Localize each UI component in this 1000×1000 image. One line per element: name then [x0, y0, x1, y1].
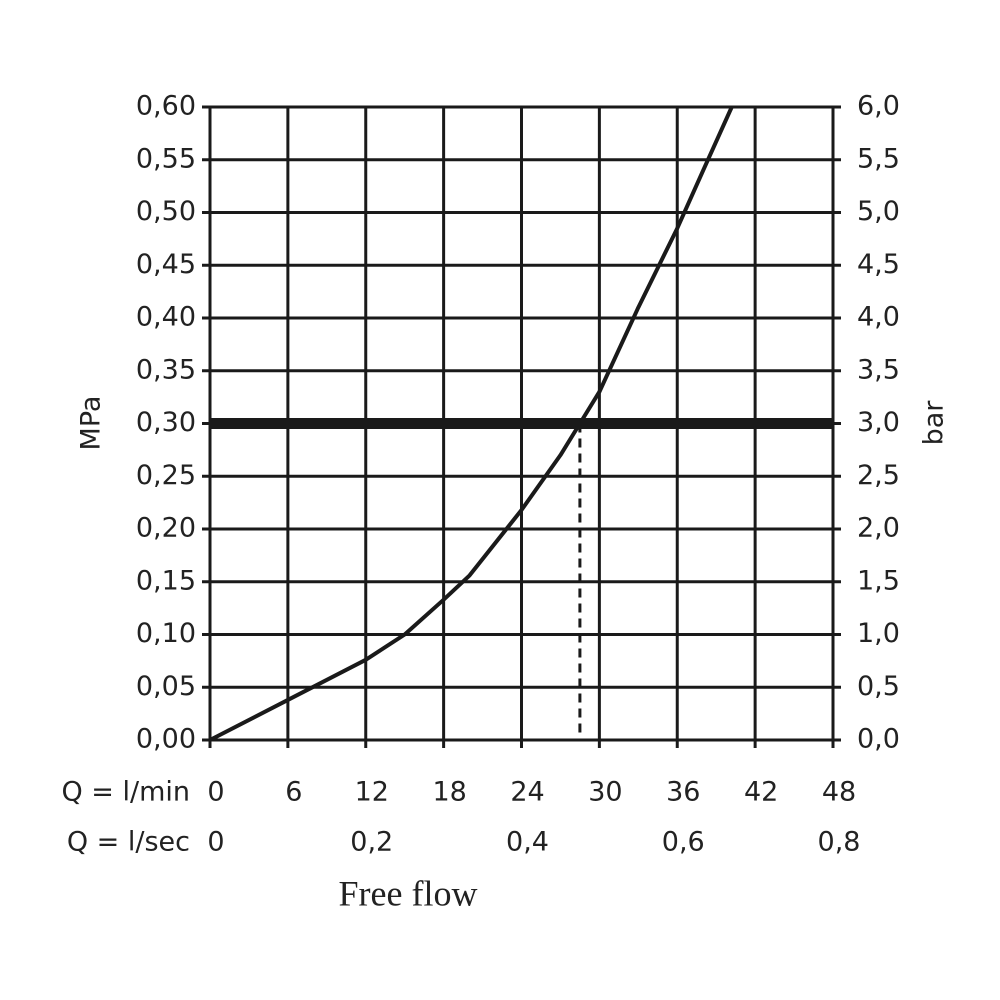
y-tick-label: 0,60 — [136, 91, 196, 122]
y-tick-label: 0,50 — [136, 196, 196, 227]
y-tick-label: 0,40 — [136, 302, 196, 333]
y-tick-label: 0,00 — [136, 724, 196, 755]
x-row-label: Q = l/min — [61, 777, 190, 808]
x-tick-label: 42 — [744, 777, 778, 808]
y-tick-label: 0,15 — [136, 565, 196, 596]
y-axis-label: MPa — [76, 396, 107, 451]
y2-tick-label: 0,5 — [857, 671, 900, 702]
y2-tick-label: 0,0 — [857, 724, 900, 755]
x2-row-label: Q = l/sec — [67, 827, 190, 858]
y-tick-label: 0,25 — [136, 460, 196, 491]
y-tick-label: 0,05 — [136, 671, 196, 702]
x2-tick-label: 0 — [207, 827, 224, 858]
x-tick-label: 24 — [510, 777, 544, 808]
y-tick-label: 0,55 — [136, 143, 196, 174]
y-tick-label: 0,30 — [136, 407, 196, 438]
y-tick-label: 0,45 — [136, 249, 196, 280]
x2-tick-label: 0,8 — [818, 827, 861, 858]
y2-tick-label: 6,0 — [857, 91, 900, 122]
y2-axis-label: bar — [919, 400, 950, 446]
x-axis-label: Free flow — [339, 873, 478, 913]
x2-tick-label: 0,2 — [350, 827, 393, 858]
y2-tick-label: 5,0 — [857, 196, 900, 227]
y2-tick-label: 4,0 — [857, 302, 900, 333]
y-tick-label: 0,35 — [136, 354, 196, 385]
x-tick-label: 36 — [666, 777, 700, 808]
y2-tick-label: 5,5 — [857, 143, 900, 174]
x-tick-label: 12 — [355, 777, 389, 808]
y2-tick-label: 2,0 — [857, 513, 900, 544]
x2-tick-label: 0,4 — [506, 827, 549, 858]
y-tick-label: 0,20 — [136, 513, 196, 544]
x2-tick-label: 0,6 — [662, 827, 705, 858]
x-tick-label: 0 — [207, 777, 224, 808]
x-tick-label: 48 — [822, 777, 856, 808]
y-tick-label: 0,10 — [136, 618, 196, 649]
x-tick-label: 6 — [285, 777, 302, 808]
y2-tick-label: 1,0 — [857, 618, 900, 649]
y2-tick-label: 4,5 — [857, 249, 900, 280]
y2-tick-label: 1,5 — [857, 565, 900, 596]
curve — [209, 106, 734, 742]
x-tick-label: 18 — [432, 777, 466, 808]
y2-tick-label: 2,5 — [857, 460, 900, 491]
y2-tick-label: 3,5 — [857, 354, 900, 385]
y2-tick-label: 3,0 — [857, 407, 900, 438]
x-tick-label: 30 — [588, 777, 622, 808]
